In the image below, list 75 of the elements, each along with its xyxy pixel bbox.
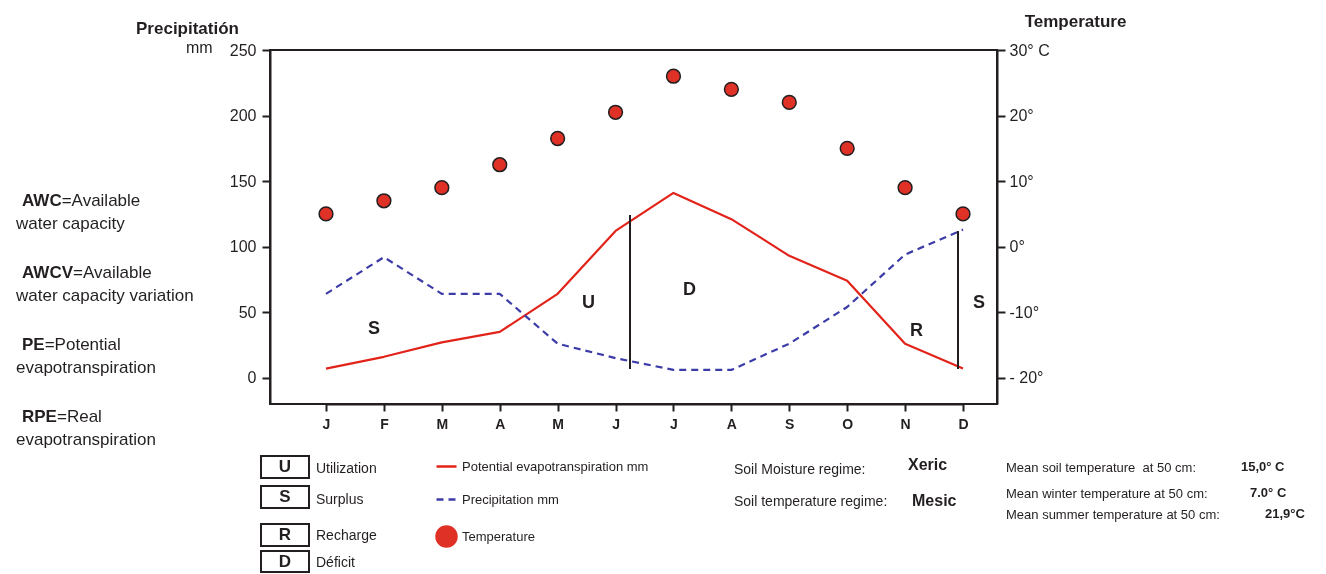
y-tick-label: 100 bbox=[229, 238, 257, 256]
letter-box: R bbox=[260, 523, 310, 547]
text: 15,0° C bbox=[1241, 459, 1285, 474]
text: Soil temperature regime: bbox=[734, 493, 888, 509]
y2-tick-label: 20° bbox=[1009, 107, 1034, 125]
y-tick-label: 50 bbox=[238, 303, 257, 321]
text: evapotranspiration bbox=[16, 358, 156, 377]
text: 21,9°C bbox=[1265, 506, 1305, 521]
text: water capacity bbox=[16, 214, 125, 233]
text: Mean soil temperature at 50 cm: bbox=[1006, 460, 1197, 475]
text: Mesic bbox=[912, 492, 957, 509]
x-tick-label: M bbox=[552, 415, 564, 432]
legend-label: Potential evapotranspiration mm bbox=[462, 458, 649, 474]
point bbox=[318, 206, 334, 222]
annotation: R bbox=[910, 320, 923, 340]
point bbox=[607, 104, 624, 120]
text: PE=Potential bbox=[22, 335, 121, 354]
point bbox=[839, 140, 855, 156]
text: water capacity variation bbox=[16, 286, 194, 305]
x-tick-label: O bbox=[842, 415, 854, 432]
letter-box: U bbox=[260, 455, 310, 479]
y2-tick-label: 0° bbox=[1009, 238, 1025, 256]
text: 7.0° C bbox=[1250, 485, 1287, 500]
point bbox=[492, 157, 508, 173]
x-tick-label: S bbox=[785, 415, 795, 432]
line-series bbox=[324, 228, 965, 372]
y-tick-label: 200 bbox=[229, 107, 257, 125]
x-tick-label: F bbox=[380, 415, 390, 432]
text: mm bbox=[186, 39, 213, 56]
text: evapotranspiration bbox=[16, 430, 156, 449]
legend-label: Precipitation mm bbox=[462, 491, 559, 507]
point bbox=[665, 68, 682, 84]
text: Déficit bbox=[316, 554, 355, 570]
y2-tick-label: 10° bbox=[1009, 172, 1034, 190]
point bbox=[434, 180, 450, 196]
letter-box: S bbox=[260, 485, 310, 509]
y-tick-label: 250 bbox=[229, 41, 257, 59]
text: AWC=Available bbox=[22, 191, 141, 210]
point bbox=[955, 206, 971, 222]
point bbox=[549, 130, 566, 147]
y2-axis-title: Temperature bbox=[1024, 11, 1127, 31]
y-tick-label: 0 bbox=[247, 369, 257, 387]
point bbox=[723, 81, 740, 97]
y-axis-title: Precipitatión bbox=[136, 18, 239, 38]
point bbox=[781, 94, 797, 111]
annotation: D bbox=[683, 279, 696, 299]
x-tick-label: A bbox=[495, 415, 506, 432]
letter-box: D bbox=[260, 550, 310, 573]
x-tick-label: D bbox=[958, 415, 969, 432]
y2-tick-label: 30° C bbox=[1009, 41, 1050, 59]
x-tick-label: J bbox=[322, 415, 331, 432]
x-tick-label: J bbox=[670, 415, 678, 432]
x-tick-label: A bbox=[726, 415, 737, 432]
x-tick-label: M bbox=[436, 415, 449, 432]
annotation: S bbox=[973, 292, 986, 312]
text: Surplus bbox=[316, 491, 364, 507]
x-tick-label: N bbox=[900, 415, 911, 432]
legend-label: Temperature bbox=[462, 528, 535, 544]
y-tick-label: 150 bbox=[229, 172, 257, 190]
text: Mean winter temperature at 50 cm: bbox=[1006, 486, 1208, 501]
point bbox=[897, 180, 913, 196]
text: Mean summer temperature at 50 cm: bbox=[1006, 507, 1220, 522]
text: Utilization bbox=[316, 460, 377, 476]
text: RPE=Real bbox=[22, 407, 102, 426]
text: Xeric bbox=[908, 456, 948, 473]
annotation: S bbox=[368, 318, 381, 338]
x-tick-label: J bbox=[612, 415, 620, 432]
point bbox=[376, 193, 392, 209]
text: AWCV=Available bbox=[22, 263, 152, 282]
text: Recharge bbox=[316, 527, 377, 543]
text: Soil Moisture regime: bbox=[734, 461, 866, 477]
y2-tick-label: - 20° bbox=[1009, 369, 1044, 387]
line-series bbox=[324, 191, 965, 370]
y2-tick-label: -10° bbox=[1009, 303, 1040, 321]
annotation: U bbox=[582, 292, 595, 312]
